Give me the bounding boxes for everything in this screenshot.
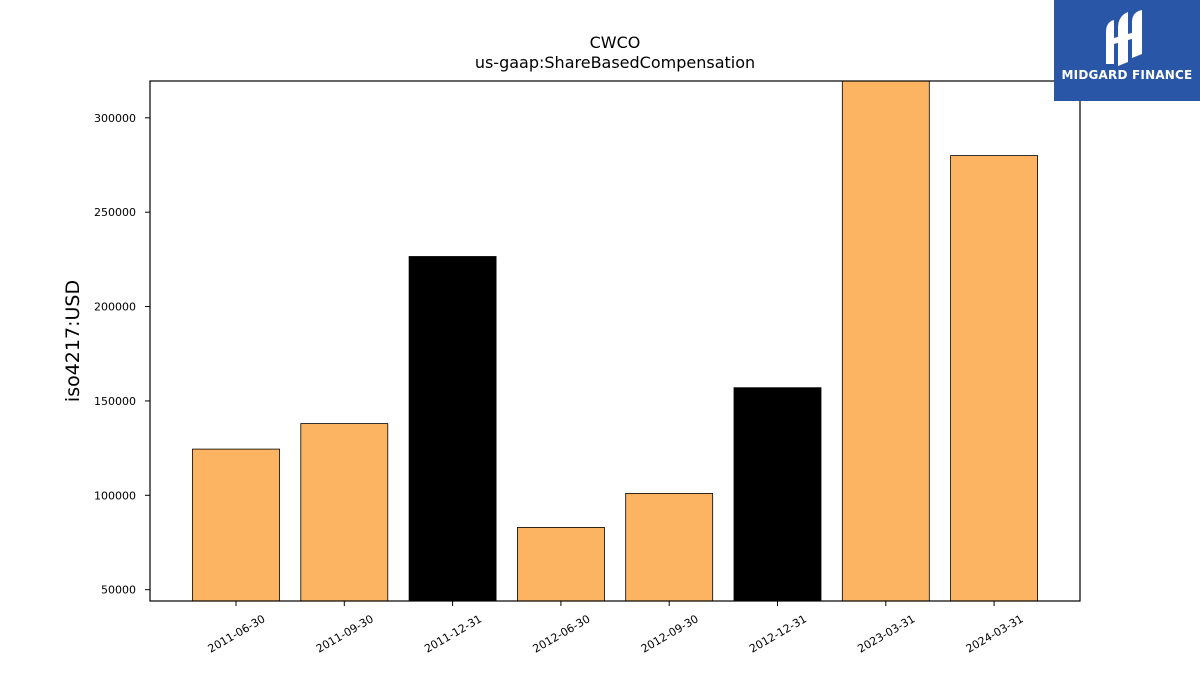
y-tick-label: 150000 [94,395,136,408]
brand-logo: MIDGARD FINANCE [1054,0,1200,101]
x-tick-label: 2011-09-30 [314,612,376,655]
x-tick-label: 2011-12-31 [422,612,484,655]
bar-2011-06-30 [192,448,280,602]
plot-frame [149,80,1081,602]
bar-2012-09-30 [625,492,714,602]
x-tick-label: 2012-12-31 [747,612,809,655]
bars-group [192,80,1038,602]
x-tick-label: 2011-06-30 [206,612,268,655]
chart-subtitle: us-gaap:ShareBasedCompensation [475,53,755,72]
bar-2024-03-31 [950,155,1038,602]
x-tick-label: 2024-03-31 [964,612,1026,655]
y-tick-label: 200000 [94,301,136,314]
y-tick-label: 50000 [101,584,136,597]
x-tick-label: 2012-06-30 [531,612,593,655]
bar-2012-06-30 [517,527,605,602]
bar-2011-12-31 [408,256,497,602]
y-tick-label: 300000 [94,112,136,125]
y-axis-label: iso4217:USD [62,280,84,402]
brand-name: MIDGARD FINANCE [1061,68,1193,82]
y-tick-label: 100000 [94,489,136,502]
bar-2012-12-31 [733,387,822,602]
x-axis-ticks: 2011-06-30 2011-09-30 2011-12-31 2012-06-30… [206,601,1026,656]
bar-2023-03-31 [841,80,930,602]
x-tick-label: 2023-03-31 [855,612,917,655]
bar-2011-09-30 [300,423,389,602]
x-tick-label: 2012-09-30 [639,612,701,655]
midgard-m-logo-icon [1106,10,1142,66]
chart-title: CWCO [590,33,641,52]
y-tick-label: 250000 [94,206,136,219]
y-axis-ticks: 50000 100000 150000 200000 250000 300000 [94,112,150,597]
